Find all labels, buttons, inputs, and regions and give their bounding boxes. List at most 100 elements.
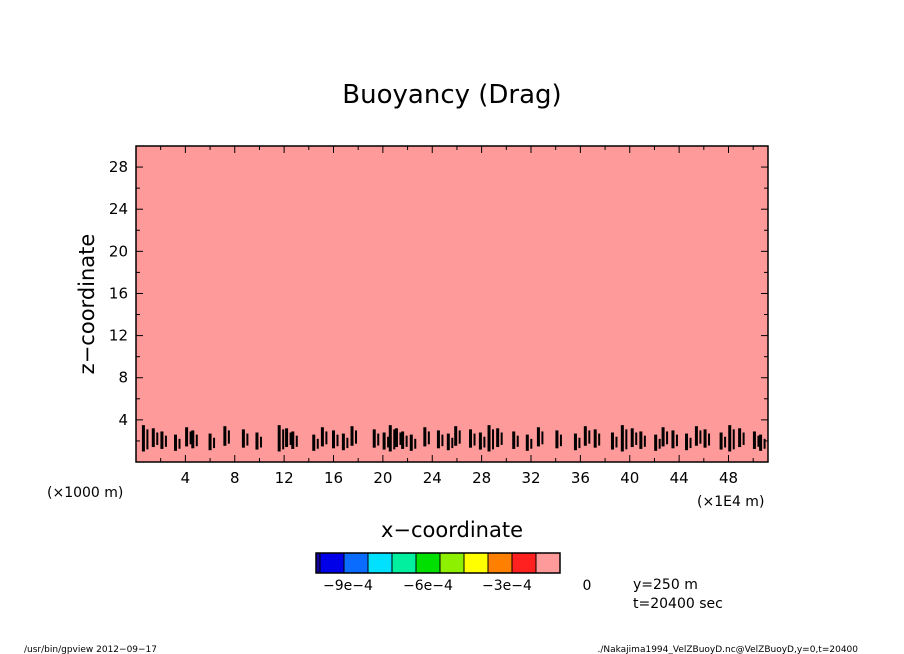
negative-patch [671, 430, 675, 449]
negative-patch [246, 433, 249, 446]
negative-patch [441, 434, 444, 447]
negative-patch [536, 427, 540, 447]
x-tick-label: 8 [230, 469, 240, 487]
annotation-t: t=20400 sec [633, 596, 723, 612]
x-tick-label: 36 [571, 469, 590, 487]
negative-patch [164, 435, 167, 447]
x-tick-label: 20 [373, 469, 392, 487]
negative-patch [559, 434, 562, 447]
negative-patch [241, 429, 245, 448]
negative-patch [458, 430, 461, 444]
y-tick-label: 28 [109, 158, 128, 176]
colorbar-cell [319, 552, 345, 574]
negative-patch [401, 431, 405, 449]
negative-patch [282, 429, 285, 450]
x-tick-label: 44 [670, 469, 689, 487]
negative-patch [213, 437, 216, 449]
negative-patch [189, 431, 192, 445]
negative-patch [610, 432, 614, 450]
negative-patch [573, 433, 577, 451]
negative-patch [341, 433, 345, 451]
negative-patch [295, 435, 298, 447]
negative-patch [174, 434, 177, 451]
colorbar [315, 552, 561, 574]
chart-title: Buoyancy (Drag) [342, 80, 561, 110]
negative-patch [757, 435, 760, 447]
negative-patch [728, 425, 732, 452]
negative-patch [689, 437, 692, 449]
negative-patch [195, 434, 198, 447]
negative-patch [393, 429, 396, 450]
negative-patch [630, 428, 634, 448]
negative-patch [208, 433, 212, 451]
x-tick-labels: 4 8 12 16 20 24 28 32 36 40 44 48 [181, 469, 738, 487]
negative-patch [578, 437, 581, 449]
footer-left: /usr/bin/gpview 2012−09−17 [24, 645, 157, 654]
negative-patch [394, 428, 398, 448]
colorbar-tick-label: −6e−4 [403, 578, 453, 594]
negative-patch [259, 436, 262, 448]
negative-patch [446, 433, 450, 451]
negative-patch [759, 434, 763, 451]
y-tick-labels: 4 8 12 16 20 24 28 [109, 158, 128, 429]
x-unit-left: (×1000 m) [47, 485, 123, 501]
colorbar-cell [391, 552, 417, 574]
negative-patch [451, 437, 454, 449]
colorbar-cell [316, 553, 320, 573]
negative-patch [191, 430, 195, 449]
negative-patch [277, 425, 281, 452]
y-tick-label: 24 [109, 200, 128, 218]
plot-frame [135, 145, 769, 463]
negative-patch [227, 430, 230, 444]
negative-patch [763, 438, 766, 449]
negative-patch [588, 430, 591, 444]
colorbar-cell [415, 552, 441, 574]
colorbar-frame [315, 552, 561, 574]
negative-patch [598, 433, 601, 446]
negative-patch [355, 430, 358, 444]
colorbar-tick-label: −9e−4 [323, 578, 373, 594]
negative-patch [661, 427, 665, 447]
negative-patch [732, 429, 735, 450]
negative-patch [719, 432, 723, 450]
colorbar-cell [511, 552, 537, 574]
colorbar-cell [535, 552, 561, 574]
axis-ticks [135, 145, 768, 463]
negative-patch [620, 425, 624, 452]
negative-patch [512, 431, 516, 449]
colorbar-labels: −9e−4 −6e−4 −3e−4 0 [323, 578, 591, 594]
negative-patch [255, 432, 259, 450]
negative-patch [469, 429, 473, 448]
negative-patch [223, 426, 227, 446]
negative-patch [487, 425, 491, 452]
negative-patch [643, 435, 646, 447]
negative-patch [414, 438, 417, 449]
y-axis-label: z−coordinate [75, 234, 99, 375]
negative-patch [593, 429, 597, 448]
negative-patch [312, 434, 316, 451]
negative-patch [336, 434, 339, 447]
negative-patch [742, 432, 745, 445]
negative-patch [625, 429, 628, 450]
negative-patch [516, 435, 519, 447]
negative-patch [473, 433, 476, 446]
negative-patch [635, 432, 638, 445]
negative-patch [289, 432, 292, 445]
negative-patch [372, 429, 376, 448]
negative-patch [699, 430, 702, 444]
negative-patch [320, 427, 324, 447]
footer-right: ./Nakajima1994_VelZBuoyD.nc@VelZBuoyD,y=… [597, 645, 858, 654]
negative-patch [146, 429, 149, 450]
negative-patch [541, 431, 544, 445]
negative-patch [427, 431, 430, 445]
negative-patch [332, 430, 335, 449]
y-tick-label: 20 [109, 242, 128, 260]
negative-patch [350, 426, 354, 446]
negative-patch [703, 429, 707, 448]
negative-patch [658, 438, 661, 449]
colorbar-cell [439, 552, 465, 574]
x-unit-right: (×1E4 m) [697, 494, 764, 510]
negative-patch [387, 436, 390, 448]
negative-patch [178, 438, 181, 449]
